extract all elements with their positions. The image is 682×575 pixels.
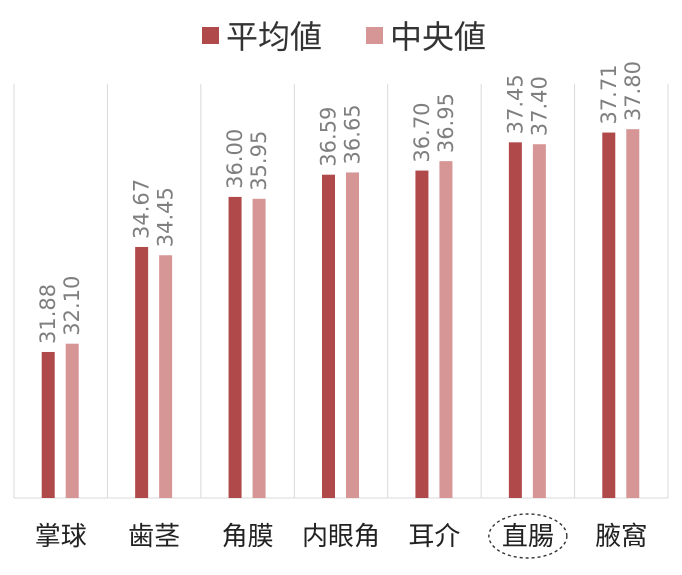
data-label-mean-3: 36.00: [223, 129, 247, 189]
x-tick-label-1: 掌球: [35, 522, 87, 552]
x-axis-tick-labels: 掌球 歯茎 角膜 内眼角 耳介 直腸 腋窩: [35, 513, 647, 559]
x-tick-label-2: 歯茎: [128, 522, 180, 552]
data-label-median-4: 36.65: [341, 104, 365, 164]
bar-median-4: [346, 172, 359, 499]
bar-mean-3: [228, 196, 242, 498]
data-label-median-1: 32.10: [60, 276, 84, 336]
bar-median-1: [65, 343, 79, 498]
bar-median-2: [159, 255, 173, 498]
x-tick-label-5: 耳介: [408, 522, 460, 552]
legend-swatch-1: [202, 27, 219, 44]
bar-mean-2: [135, 246, 149, 498]
data-label-median-5: 36.95: [434, 93, 458, 153]
bar-median-5: [439, 161, 453, 498]
bar-median-6: [532, 144, 546, 498]
x-tick-label-3: 角膜: [222, 522, 274, 552]
legend-label-1: 平均値: [226, 18, 322, 56]
bar-mean-1: [41, 351, 55, 498]
legend-label-2: 中央値: [390, 18, 486, 56]
legend: 平均値 中央値: [202, 18, 486, 56]
data-label-mean-6: 37.45: [503, 74, 527, 134]
data-label-median-3: 35.95: [247, 131, 271, 191]
highlight-ellipse: [488, 513, 568, 559]
data-label-median-2: 34.45: [154, 187, 178, 247]
data-label-median-7: 37.80: [621, 61, 645, 121]
bar-mean-5: [415, 170, 429, 498]
data-label-median-6: 37.40: [527, 76, 551, 136]
data-label-mean-4: 36.59: [317, 107, 341, 167]
bar-median-7: [626, 129, 640, 498]
x-tick-label-4: 内眼角: [302, 522, 380, 552]
bar-median-3: [252, 198, 266, 499]
bar-mean-7: [602, 132, 616, 498]
bar-mean-4: [322, 174, 335, 498]
bars: [41, 129, 640, 499]
category-separators: [13, 84, 669, 499]
data-labels: 31.88 32.10 34.67 34.45 36.00 35.95 36.59 36.65…: [36, 61, 645, 344]
x-tick-label-7: 腋窩: [595, 522, 647, 552]
data-label-mean-5: 36.70: [410, 102, 434, 162]
data-label-mean-2: 34.67: [130, 179, 154, 239]
x-tick-label-6: 直腸: [502, 522, 554, 552]
data-label-mean-1: 31.88: [36, 284, 60, 344]
legend-swatch-2: [366, 27, 383, 44]
data-label-mean-7: 37.71: [597, 64, 621, 124]
bar-mean-6: [508, 142, 522, 498]
